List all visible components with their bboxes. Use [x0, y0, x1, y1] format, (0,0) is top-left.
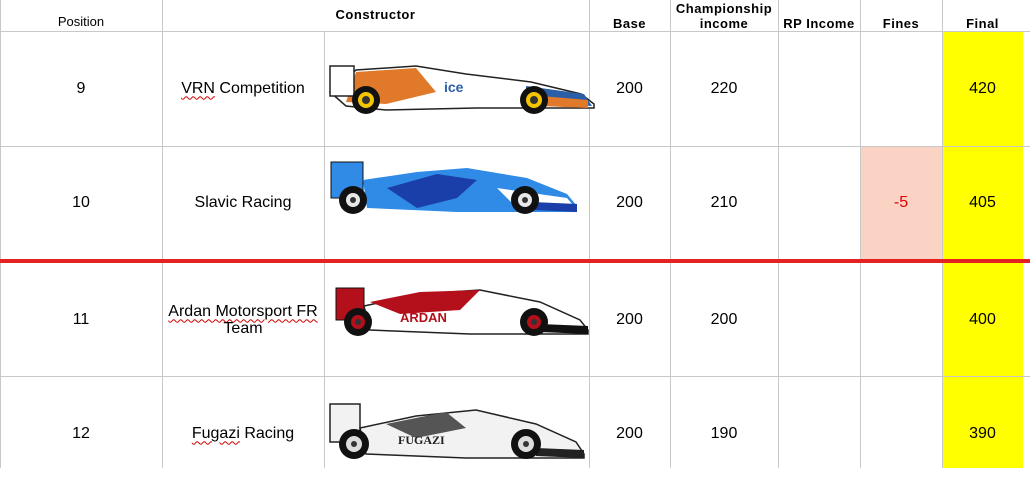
row-11-team-name: Ardan Motorsport FR Team: [162, 263, 324, 376]
row-12-fines: [860, 377, 942, 490]
header-position: Position: [57, 14, 105, 29]
row-12-team-name: Fugazi Racing: [162, 377, 324, 490]
row-12-team-name-part2: Racing: [239, 424, 295, 442]
row-10-final: 405: [969, 193, 996, 211]
svg-text:FUGAZI: FUGAZI: [398, 433, 445, 447]
row-10-position: 10: [72, 193, 90, 211]
row-9-team-name: VRN Competition: [162, 31, 324, 146]
row-11-fines: [860, 263, 942, 376]
row-11-rp-income: [778, 263, 860, 376]
car-livery-fugazi: FUGAZI: [329, 403, 585, 459]
row-10-base: 200: [616, 193, 643, 211]
elimination-separator: [0, 259, 1030, 263]
row-10-team-name-text: Slavic Racing: [194, 193, 292, 211]
header-fines: Fines: [882, 16, 920, 31]
header-rp-income: RP Income: [783, 16, 855, 31]
row-10-team-name: Slavic Racing: [162, 146, 324, 259]
row-11-championship: 200: [710, 310, 738, 328]
final-column-highlight: [942, 31, 1023, 468]
row-9-team-name-part2: Competition: [214, 79, 305, 97]
header-constructor: Constructor: [335, 7, 416, 22]
row-12-base: 200: [616, 424, 643, 442]
row-12-final: 390: [969, 424, 996, 442]
car-livery-ardan: ARDAN: [335, 287, 589, 336]
header-championship-line1: Championship: [675, 1, 773, 16]
car-livery-slavic: [330, 161, 577, 214]
svg-text:ARDAN: ARDAN: [400, 310, 447, 325]
row-12-position: 12: [72, 424, 90, 442]
standings-table: Position Constructor Base Championship i…: [0, 0, 1030, 468]
row-11-base: 200: [616, 310, 643, 328]
header-championship-income: Championship income: [670, 1, 778, 31]
row-10-rp-income: [778, 146, 860, 259]
row-9-final: 420: [969, 79, 996, 97]
header-base: Base: [612, 16, 647, 31]
row-11-team-name-line1: Ardan Motorsport FR: [168, 302, 318, 320]
fine-highlight: [860, 147, 942, 259]
row-9-fines: [860, 31, 942, 146]
row-9-rp-income: [778, 31, 860, 146]
row-10-championship: 210: [710, 193, 738, 211]
header-final: Final: [966, 16, 999, 31]
row-9-position: 9: [76, 79, 86, 97]
row-12-team-name-part1: Fugazi: [191, 424, 240, 442]
row-9-championship: 220: [710, 79, 738, 97]
header-championship-line2: income: [699, 16, 749, 31]
row-11-final: 400: [969, 310, 996, 328]
row-11-team-name-line2: Team: [223, 319, 263, 337]
row-12-rp-income: [778, 377, 860, 490]
row-12-championship: 190: [710, 424, 738, 442]
row-10-fines: -5: [893, 193, 909, 211]
row-11-position: 11: [72, 310, 90, 328]
row-9-team-name-part1: VRN: [181, 79, 215, 97]
svg-text:ice: ice: [444, 79, 464, 95]
row-9-base: 200: [616, 79, 643, 97]
car-livery-vrn: ice: [328, 65, 595, 114]
